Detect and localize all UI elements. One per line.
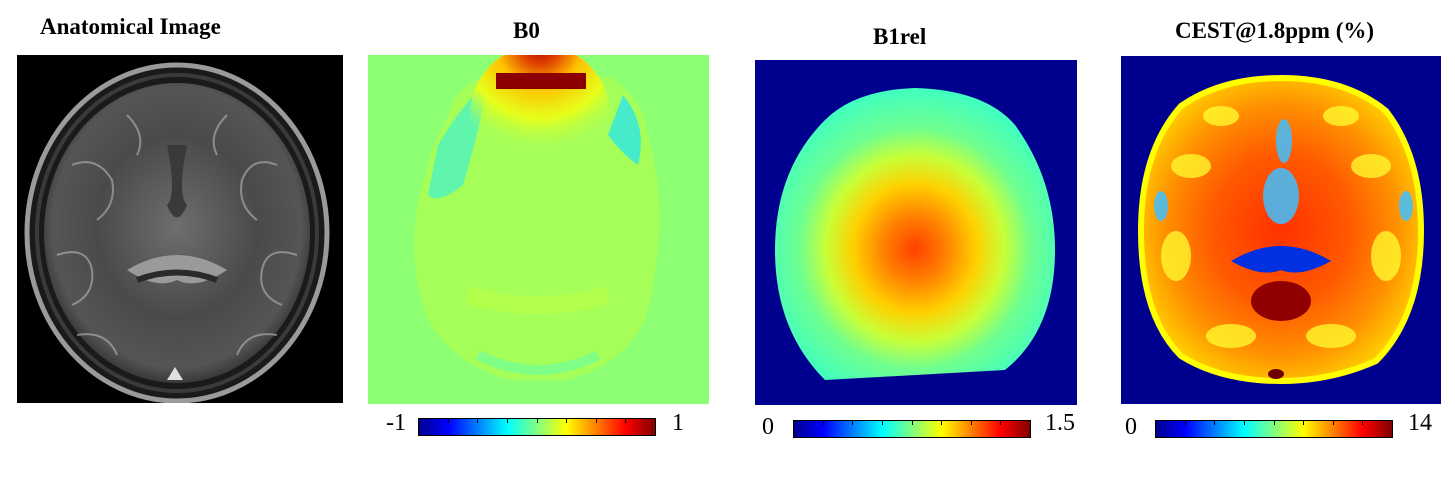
b0-title: B0	[513, 18, 540, 43]
anatomical-image-title: Anatomical Image	[40, 14, 221, 39]
b0-colorbar	[418, 418, 656, 436]
b1rel-colorbar	[793, 420, 1031, 438]
b1rel-colorbar-min-label: 0	[762, 414, 774, 440]
b0-map	[368, 55, 709, 404]
cest-map	[1121, 56, 1441, 404]
b1rel-colorbar-max-label: 1.5	[1045, 410, 1075, 436]
cest-title: CEST@1.8ppm (%)	[1175, 18, 1375, 43]
b0-colorbar-max-label: 1	[672, 410, 684, 436]
anatomical-image	[17, 55, 343, 403]
b0-colorbar-min-label: -1	[386, 410, 406, 436]
cest-colorbar-max-label: 14	[1408, 410, 1432, 436]
b1rel-map	[755, 60, 1077, 405]
b1rel-title: B1rel	[873, 24, 927, 49]
cest-colorbar	[1155, 420, 1393, 438]
cest-colorbar-min-label: 0	[1125, 414, 1137, 440]
